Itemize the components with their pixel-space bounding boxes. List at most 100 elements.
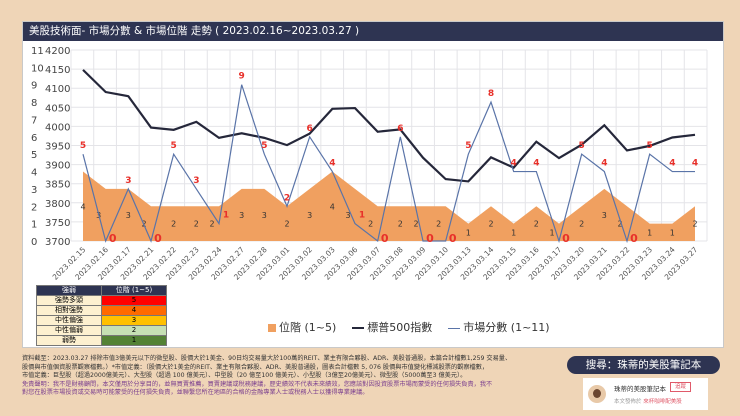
level-label: 相對強勢 bbox=[36, 305, 102, 316]
level-data-label: 3 bbox=[307, 211, 312, 220]
level-data-label: 2 bbox=[617, 220, 622, 229]
level-label: 中性偏強 bbox=[36, 315, 102, 326]
score-data-label: 4 bbox=[533, 159, 539, 169]
left-tick-label: 2 bbox=[31, 202, 37, 213]
score-data-label: 2 bbox=[284, 193, 290, 203]
footer-line: 股價與市值個資股票觀察檔數。）*市值定義：（股價大於1美金的REIT、業主有限合… bbox=[22, 363, 489, 371]
level-data-label: 3 bbox=[239, 211, 244, 220]
right-tick-label: 4150 bbox=[45, 65, 70, 76]
level-data-label: 3 bbox=[602, 211, 607, 220]
score-data-label: 3 bbox=[193, 176, 199, 186]
level-value: 4 bbox=[101, 305, 167, 316]
level-data-label: 2 bbox=[413, 220, 418, 229]
level-table-header: 位階 (1~5) bbox=[101, 285, 167, 296]
left-tick-label: 8 bbox=[31, 98, 37, 109]
line-swatch-icon bbox=[448, 327, 461, 329]
level-row: 相對強勢 4 bbox=[36, 305, 167, 316]
right-tick-label: 3800 bbox=[45, 199, 70, 210]
level-data-label: 3 bbox=[126, 211, 131, 220]
level-data-label: 2 bbox=[398, 220, 403, 229]
left-tick-label: 6 bbox=[31, 133, 37, 144]
right-tick-label: 4200 bbox=[45, 46, 70, 57]
score-data-label: 1 bbox=[223, 211, 229, 221]
level-data-label: 2 bbox=[209, 220, 214, 229]
promo-card[interactable]: 珠蒂的美股筆記本 追蹤 本文發佈於 來杯咖啡配美股 bbox=[583, 378, 708, 410]
score-data-label: 5 bbox=[579, 141, 585, 151]
score-data-label: 8 bbox=[488, 89, 494, 99]
right-tick-label: 3700 bbox=[45, 237, 70, 248]
level-row: 中性偏弱 2 bbox=[36, 325, 167, 336]
sp500-line bbox=[82, 69, 696, 183]
left-tick-label: 9 bbox=[31, 81, 37, 92]
level-value: 3 bbox=[101, 315, 167, 326]
level-data-label: 2 bbox=[534, 220, 539, 229]
level-row: 強勢多頭 5 bbox=[36, 295, 167, 306]
level-data-label: 1 bbox=[466, 228, 471, 237]
level-value: 1 bbox=[101, 335, 167, 346]
level-data-label: 2 bbox=[692, 220, 697, 229]
promo-name: 珠蒂的美股筆記本 bbox=[614, 385, 666, 393]
chart-card: 美股技術面- 市場分數 & 市場位階 走勢 ( 2023.02.16~2023.… bbox=[22, 21, 724, 348]
level-data-label: 1 bbox=[647, 228, 652, 237]
level-label: 強勢多頭 bbox=[36, 295, 102, 306]
avatar bbox=[588, 385, 606, 403]
right-tick-label: 4100 bbox=[45, 84, 70, 95]
follow-button[interactable]: 追蹤 bbox=[670, 382, 692, 392]
level-data-label: 2 bbox=[171, 220, 176, 229]
score-data-label: 4 bbox=[601, 159, 607, 169]
left-tick-label: 3 bbox=[31, 185, 37, 196]
line-swatch-icon bbox=[352, 327, 365, 329]
score-data-label: 0 bbox=[154, 232, 162, 245]
footer-notes: 資料截至：2023.03.27 排除市值3億美元以下的微型股、股價大於1美金、9… bbox=[22, 355, 557, 398]
left-tick-label: 7 bbox=[31, 115, 37, 126]
score-data-label: 9 bbox=[239, 72, 245, 82]
right-tick-label: 4050 bbox=[45, 103, 70, 114]
promo-sub: 本文發佈於 來杯咖啡配美股 bbox=[614, 399, 682, 405]
score-data-label: 4 bbox=[329, 159, 335, 169]
disclaimer-line: 對您在股票市場投資或交易時可能蒙受的任何損失負責，並聯繫您所在地區的合格的金融專… bbox=[22, 389, 369, 397]
left-tick-label: 1 bbox=[31, 220, 37, 231]
level-data-label: 1 bbox=[670, 228, 675, 237]
score-data-label: 6 bbox=[397, 124, 403, 134]
score-data-label: 1 bbox=[359, 211, 365, 221]
score-data-label: 0 bbox=[381, 232, 389, 245]
score-data-label: 6 bbox=[307, 124, 313, 134]
score-data-label: 4 bbox=[692, 159, 698, 169]
area-swatch-icon bbox=[268, 324, 276, 332]
level-value: 2 bbox=[101, 325, 167, 336]
score-data-label: 5 bbox=[465, 141, 471, 151]
left-tick-label: 11 bbox=[31, 46, 44, 57]
left-tick-label: 0 bbox=[31, 237, 37, 248]
score-data-label: 5 bbox=[80, 141, 86, 151]
score-data-label: 5 bbox=[647, 141, 653, 151]
level-value: 5 bbox=[101, 295, 167, 306]
level-data-label: 1 bbox=[549, 228, 554, 237]
level-data-label: 3 bbox=[345, 211, 350, 220]
level-data-label: 2 bbox=[488, 220, 493, 229]
level-table: 強弱 位階 (1~5) 強勢多頭 5 相對強勢 4 中性偏強 3 中性偏弱 2 弱勢 1 bbox=[36, 285, 167, 346]
score-data-label: 0 bbox=[630, 232, 638, 245]
level-data-label: 4 bbox=[330, 202, 335, 211]
level-data-label: 2 bbox=[284, 220, 289, 229]
right-tick-label: 3950 bbox=[45, 142, 70, 153]
score-data-label: 4 bbox=[669, 159, 675, 169]
chart-legend: 位階 (1~5) 標普500指數 市場分數 (1~11) bbox=[268, 319, 550, 335]
level-label: 弱勢 bbox=[36, 335, 102, 346]
right-tick-label: 3850 bbox=[45, 180, 70, 191]
score-data-label: 5 bbox=[171, 141, 177, 151]
level-data-label: 1 bbox=[511, 228, 516, 237]
score-data-label: 0 bbox=[449, 232, 457, 245]
level-data-label: 2 bbox=[436, 220, 441, 229]
score-line bbox=[82, 84, 695, 244]
legend-item-level: 位階 (1~5) bbox=[268, 319, 336, 335]
score-data-label: 0 bbox=[426, 232, 434, 245]
promo-link[interactable]: 來杯咖啡配美股 bbox=[643, 399, 682, 405]
level-data-label: 2 bbox=[368, 220, 373, 229]
level-area bbox=[83, 171, 695, 241]
level-data-label: 2 bbox=[194, 220, 199, 229]
left-tick-label: 4 bbox=[31, 168, 37, 179]
level-row: 中性偏強 3 bbox=[36, 315, 167, 326]
level-data-label: 2 bbox=[579, 220, 584, 229]
right-tick-label: 4000 bbox=[45, 122, 70, 133]
level-data-label: 4 bbox=[80, 202, 85, 211]
